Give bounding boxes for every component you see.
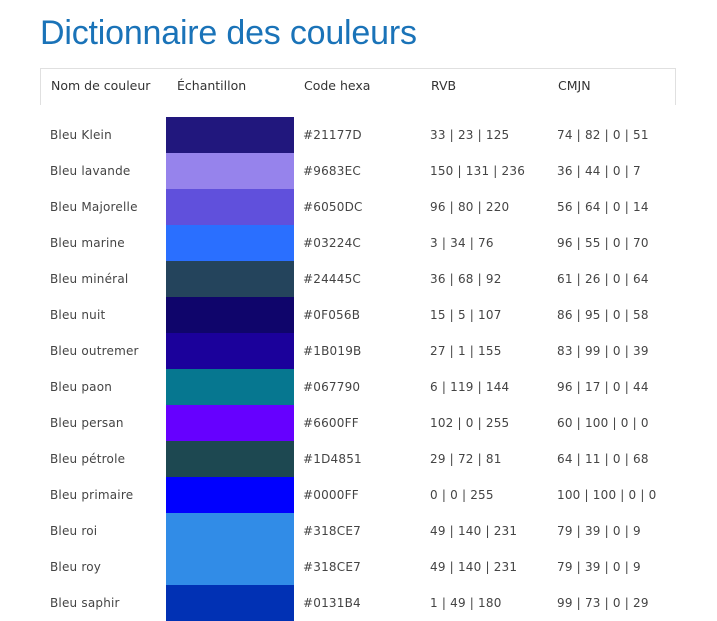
- table-row: Bleu Klein #21177D 33 | 23 | 125 74 | 82 | …: [40, 117, 676, 153]
- header-cmyk: CMJN: [558, 78, 591, 93]
- table-row: Bleu roi #318CE7 49 | 140 | 231 79 | 39 | 0…: [40, 513, 676, 549]
- table-row: Bleu nuit #0F056B 15 | 5 | 107 86 | 95 | 0 …: [40, 297, 676, 333]
- color-swatch: [166, 585, 294, 621]
- color-swatch: [166, 513, 294, 549]
- page-title: Dictionnaire des couleurs: [40, 14, 417, 52]
- table-row: Bleu paon #067790 6 | 119 | 144 96 | 17 | 0…: [40, 369, 676, 405]
- color-name: Bleu nuit: [50, 308, 106, 322]
- header-swatch: Échantillon: [177, 78, 247, 93]
- hex-code: #318CE7: [303, 560, 361, 574]
- cmyk-value: 96 | 55 | 0 | 70: [557, 236, 649, 250]
- rgb-value: 33 | 23 | 125: [430, 128, 510, 142]
- header-hex-code: Code hexa: [304, 78, 371, 93]
- color-table: Nom de couleur Échantillon Code hexa RVB…: [40, 68, 676, 621]
- cmyk-value: 36 | 44 | 0 | 7: [557, 164, 641, 178]
- color-name: Bleu outremer: [50, 344, 139, 358]
- table-row: Bleu minéral #24445C 36 | 68 | 92 61 | 26 |…: [40, 261, 676, 297]
- cmyk-value: 64 | 11 | 0 | 68: [557, 452, 649, 466]
- color-swatch: [166, 153, 294, 189]
- color-swatch: [166, 261, 294, 297]
- color-swatch: [166, 405, 294, 441]
- hex-code: #0000FF: [303, 488, 359, 502]
- table-row: Bleu Majorelle #6050DC 96 | 80 | 220 56 | 6…: [40, 189, 676, 225]
- color-swatch: [166, 225, 294, 261]
- color-name: Bleu minéral: [50, 272, 129, 286]
- hex-code: #318CE7: [303, 524, 361, 538]
- table-row: Bleu outremer #1B019B 27 | 1 | 155 83 | 99 …: [40, 333, 676, 369]
- rgb-value: 15 | 5 | 107: [430, 308, 502, 322]
- header-rgb: RVB: [431, 78, 457, 93]
- hex-code: #6600FF: [303, 416, 359, 430]
- hex-code: #24445C: [303, 272, 362, 286]
- hex-code: #9683EC: [303, 164, 361, 178]
- cmyk-value: 100 | 100 | 0 | 0: [557, 488, 657, 502]
- rgb-value: 29 | 72 | 81: [430, 452, 502, 466]
- hex-code: #03224C: [303, 236, 362, 250]
- rgb-value: 3 | 34 | 76: [430, 236, 494, 250]
- rgb-value: 1 | 49 | 180: [430, 596, 502, 610]
- table-row: Bleu roy #318CE7 49 | 140 | 231 79 | 39 | 0…: [40, 549, 676, 585]
- cmyk-value: 83 | 99 | 0 | 39: [557, 344, 649, 358]
- color-name: Bleu roi: [50, 524, 98, 538]
- hex-code: #1D4851: [303, 452, 362, 466]
- hex-code: #6050DC: [303, 200, 363, 214]
- hex-code: #0F056B: [303, 308, 361, 322]
- rgb-value: 36 | 68 | 92: [430, 272, 502, 286]
- color-swatch: [166, 369, 294, 405]
- table-row: Bleu saphir #0131B4 1 | 49 | 180 99 | 73 | …: [40, 585, 676, 621]
- rgb-value: 96 | 80 | 220: [430, 200, 510, 214]
- rgb-value: 102 | 0 | 255: [430, 416, 510, 430]
- cmyk-value: 79 | 39 | 0 | 9: [557, 524, 641, 538]
- table-row: Bleu primaire #0000FF 0 | 0 | 255 100 | 100…: [40, 477, 676, 513]
- rgb-value: 49 | 140 | 231: [430, 560, 518, 574]
- hex-code: #1B019B: [303, 344, 362, 358]
- hex-code: #0131B4: [303, 596, 361, 610]
- color-name: Bleu pétrole: [50, 452, 126, 466]
- cmyk-value: 61 | 26 | 0 | 64: [557, 272, 649, 286]
- header-color-name: Nom de couleur: [51, 78, 151, 93]
- rgb-value: 49 | 140 | 231: [430, 524, 518, 538]
- color-name: Bleu persan: [50, 416, 124, 430]
- color-name: Bleu saphir: [50, 596, 120, 610]
- cmyk-value: 96 | 17 | 0 | 44: [557, 380, 649, 394]
- hex-code: #21177D: [303, 128, 362, 142]
- table-header: Nom de couleur Échantillon Code hexa RVB…: [40, 68, 676, 105]
- hex-code: #067790: [303, 380, 361, 394]
- table-row: Bleu marine #03224C 3 | 34 | 76 96 | 55 | 0…: [40, 225, 676, 261]
- color-name: Bleu roy: [50, 560, 102, 574]
- cmyk-value: 60 | 100 | 0 | 0: [557, 416, 649, 430]
- cmyk-value: 74 | 82 | 0 | 51: [557, 128, 649, 142]
- table-row: Bleu persan #6600FF 102 | 0 | 255 60 | 100 …: [40, 405, 676, 441]
- cmyk-value: 86 | 95 | 0 | 58: [557, 308, 649, 322]
- color-swatch: [166, 549, 294, 585]
- cmyk-value: 56 | 64 | 0 | 14: [557, 200, 649, 214]
- rgb-value: 27 | 1 | 155: [430, 344, 502, 358]
- color-swatch: [166, 117, 294, 153]
- color-swatch: [166, 189, 294, 225]
- rgb-value: 0 | 0 | 255: [430, 488, 494, 502]
- cmyk-value: 79 | 39 | 0 | 9: [557, 560, 641, 574]
- table-row: Bleu lavande #9683EC 150 | 131 | 236 36 | 4…: [40, 153, 676, 189]
- rgb-value: 150 | 131 | 236: [430, 164, 526, 178]
- color-name: Bleu primaire: [50, 488, 134, 502]
- color-swatch: [166, 477, 294, 513]
- cmyk-value: 99 | 73 | 0 | 29: [557, 596, 649, 610]
- table-row: Bleu pétrole #1D4851 29 | 72 | 81 64 | 11 |…: [40, 441, 676, 477]
- color-name: Bleu paon: [50, 380, 113, 394]
- color-name: Bleu lavande: [50, 164, 131, 178]
- table-body: Bleu Klein #21177D 33 | 23 | 125 74 | 82 | …: [40, 117, 676, 621]
- color-swatch: [166, 333, 294, 369]
- color-name: Bleu Klein: [50, 128, 112, 142]
- color-swatch: [166, 297, 294, 333]
- rgb-value: 6 | 119 | 144: [430, 380, 510, 394]
- color-name: Bleu marine: [50, 236, 125, 250]
- color-swatch: [166, 441, 294, 477]
- color-name: Bleu Majorelle: [50, 200, 138, 214]
